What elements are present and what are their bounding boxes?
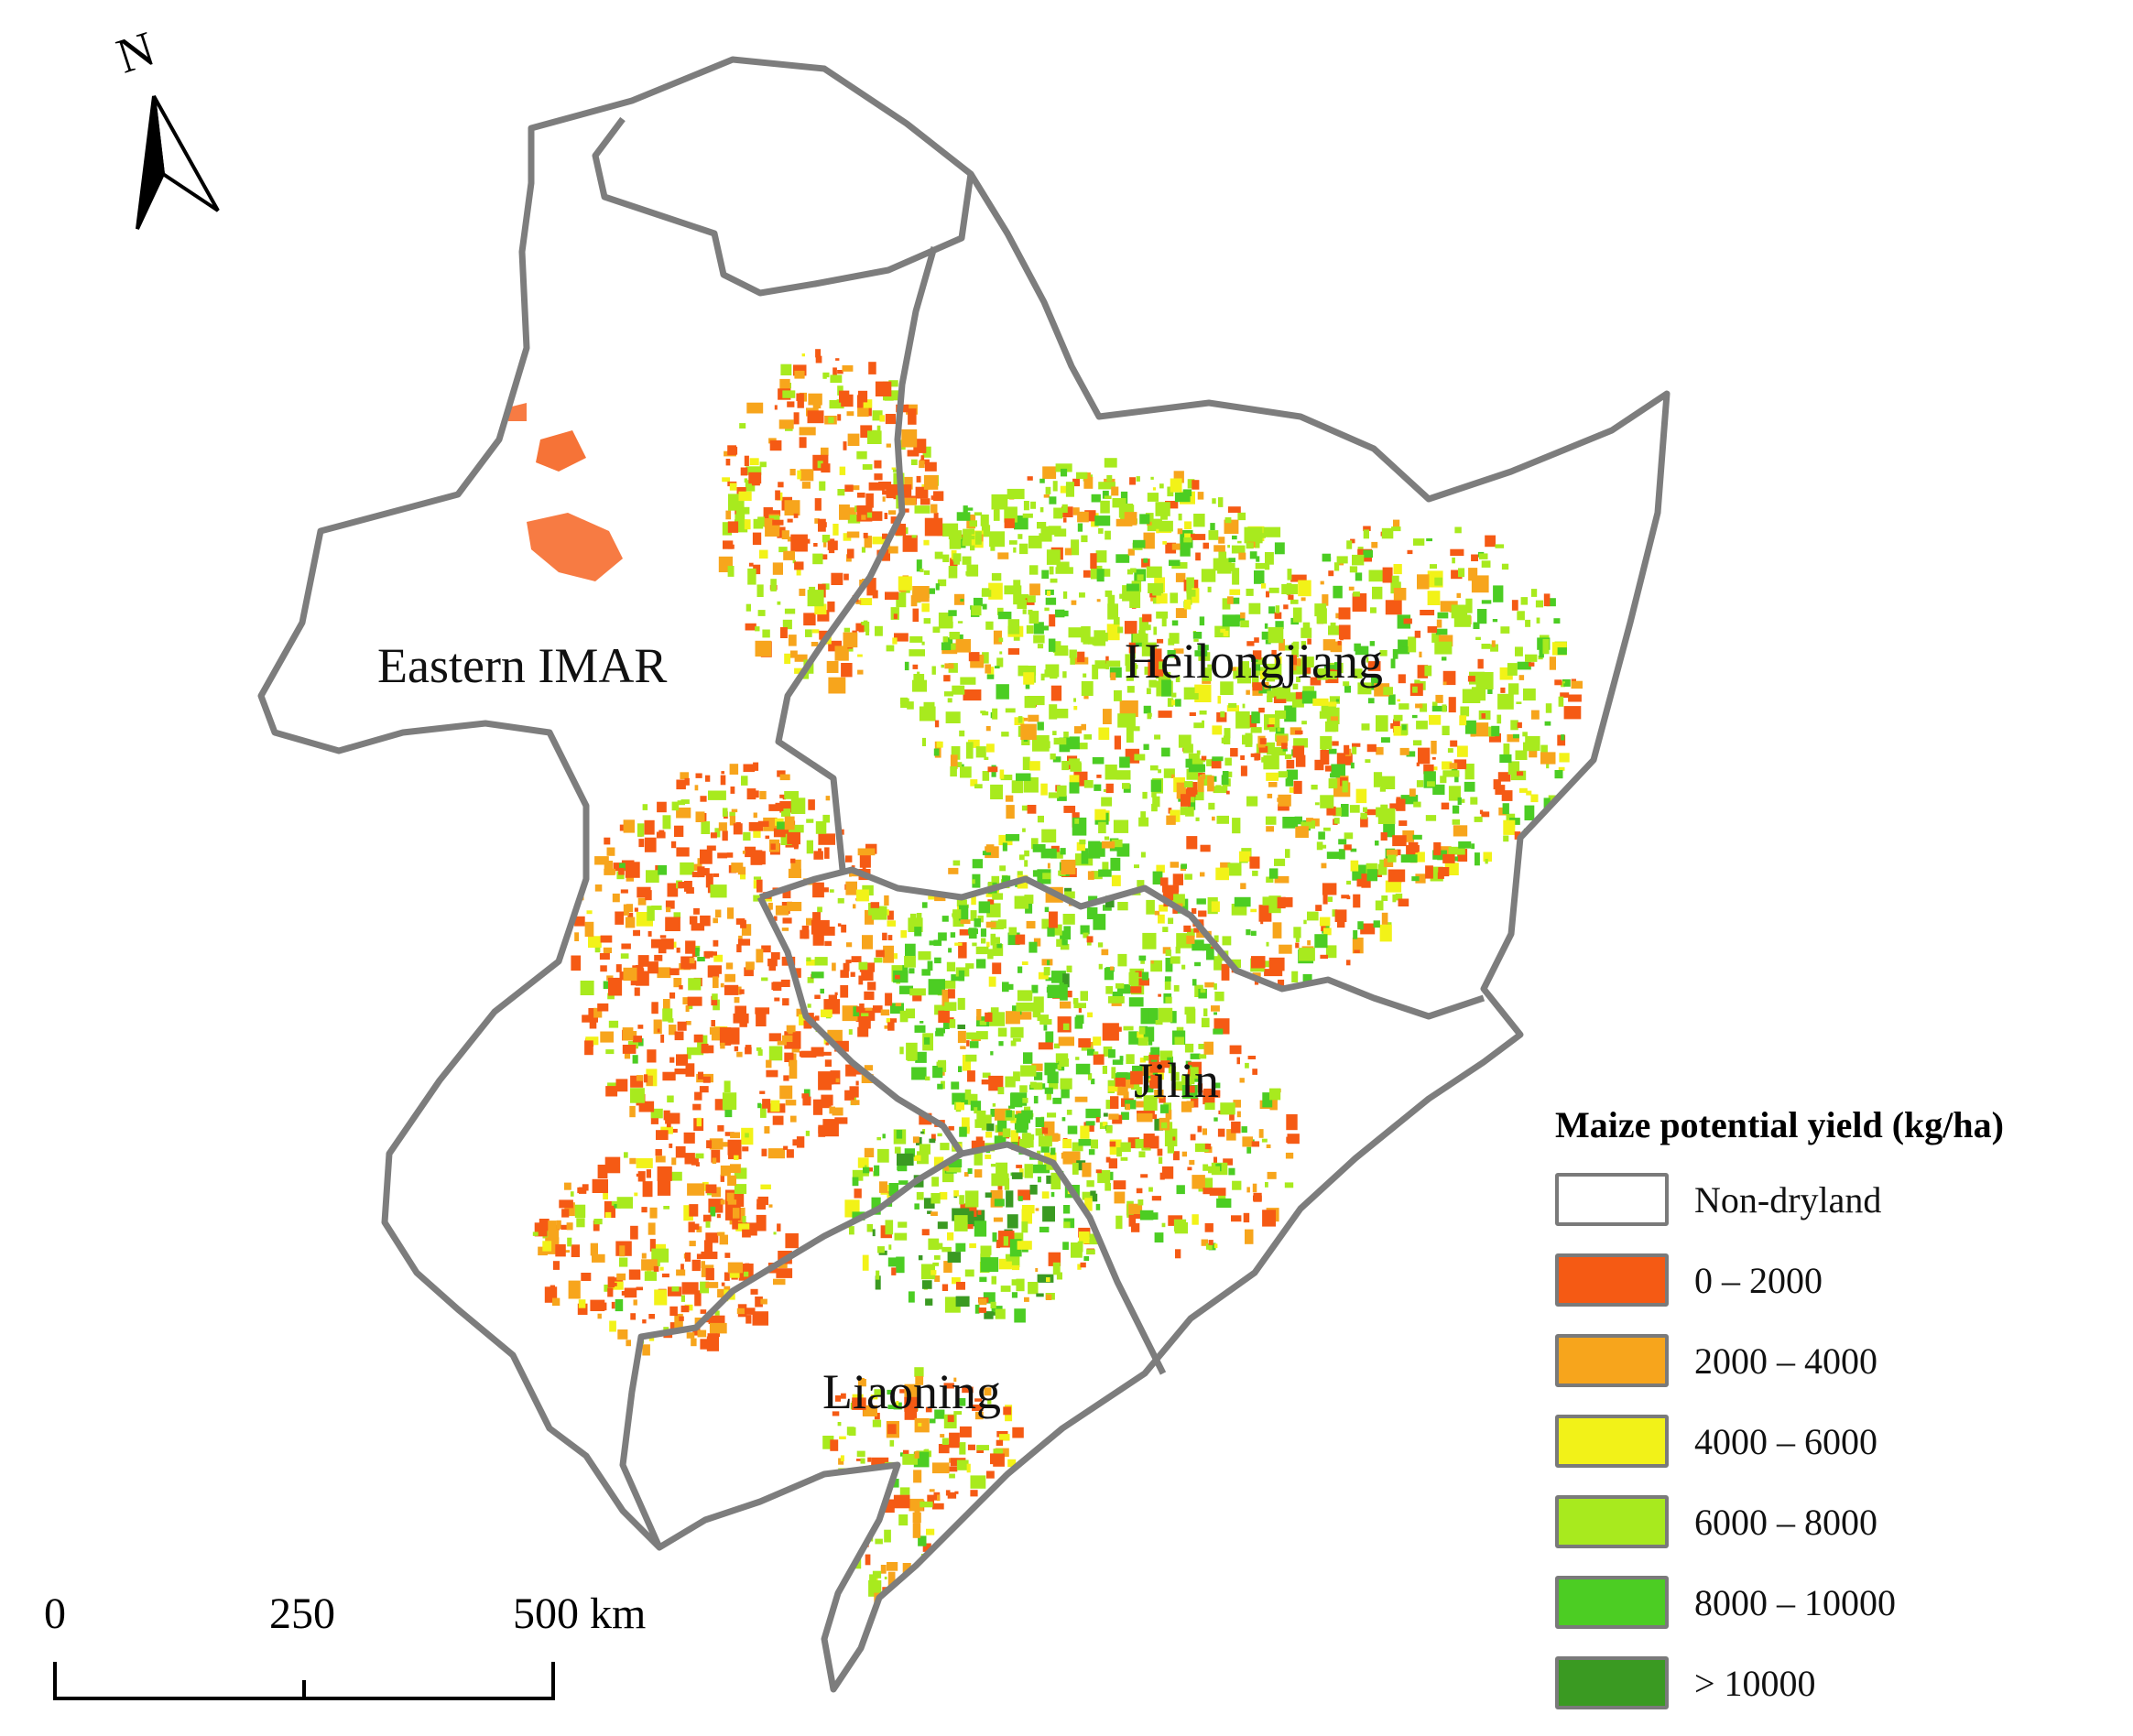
legend-label: 0 – 2000 — [1694, 1259, 1823, 1301]
scale-bar-line — [53, 1662, 555, 1700]
legend-swatch — [1555, 1576, 1669, 1629]
legend-label: 2000 – 4000 — [1694, 1340, 1877, 1382]
legend-item: 8000 – 10000 — [1555, 1562, 2123, 1643]
north-arrow-right-half — [152, 95, 220, 212]
legend-item: 6000 – 8000 — [1555, 1481, 2123, 1562]
legend-swatch — [1555, 1253, 1669, 1307]
legend-label: 8000 – 10000 — [1694, 1581, 1896, 1623]
scale-tick-500: 500 km — [513, 1590, 646, 1638]
scale-bar: 0 250 500 km — [44, 1590, 646, 1700]
boundary-jilin — [758, 866, 1485, 1020]
legend-swatch — [1555, 1656, 1669, 1709]
legend-item: 2000 – 4000 — [1555, 1320, 2123, 1401]
legend-swatch — [1555, 1415, 1669, 1468]
imar-isolated-patches — [508, 403, 623, 581]
legend-item: > 10000 — [1555, 1643, 2123, 1723]
boundary-imar-liaoning — [619, 1150, 963, 1549]
region-label-liaoning: Liaoning — [822, 1364, 1001, 1419]
legend-title: Maize potential yield (kg/ha) — [1555, 1104, 2004, 1145]
legend-item: Non-dryland — [1555, 1159, 2123, 1240]
yield-raster — [532, 349, 1583, 1608]
legend-label: 4000 – 6000 — [1694, 1420, 1877, 1462]
legend-label: > 10000 — [1694, 1662, 1816, 1704]
region-label-imar: Eastern IMAR — [377, 638, 667, 693]
legend-label: Non-dryland — [1694, 1178, 1882, 1221]
region-label-jilin: Jilin — [1134, 1053, 1219, 1108]
north-arrow: N — [110, 20, 220, 230]
outer-boundary — [257, 56, 1670, 1693]
north-letter: N — [110, 20, 161, 83]
scale-tick-0: 0 — [44, 1590, 66, 1638]
north-arrow-left-half — [136, 95, 166, 230]
legend-label: 6000 – 8000 — [1694, 1501, 1877, 1543]
legend-swatch — [1555, 1495, 1669, 1548]
region-label-heilongjiang: Heilongjiang — [1125, 634, 1383, 689]
legend-swatch — [1555, 1173, 1669, 1226]
scale-tick-250: 250 — [269, 1590, 335, 1638]
legend-item: 0 – 2000 — [1555, 1240, 2123, 1320]
legend: Maize potential yield (kg/ha) Non-drylan… — [1555, 1103, 2123, 1723]
province-boundaries — [257, 56, 1670, 1693]
legend-swatch — [1555, 1334, 1669, 1387]
legend-item: 4000 – 6000 — [1555, 1401, 2123, 1481]
legend-items: Non-dryland 0 – 2000 2000 – 4000 4000 – 600… — [1555, 1159, 2123, 1723]
boundary-imar-heilongjiang — [592, 116, 974, 871]
